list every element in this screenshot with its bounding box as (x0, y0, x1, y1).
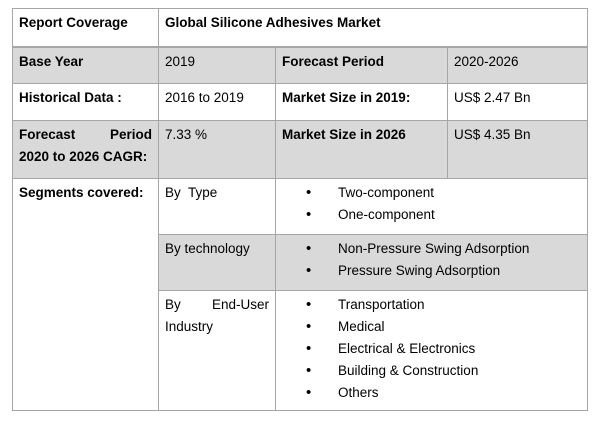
list-item: Two-component (282, 182, 581, 204)
segment-technology-items: Non-Pressure Swing Adsorption Pressure S… (274, 234, 589, 291)
list-item: Electrical & Electronics (282, 338, 581, 360)
segment-by-type: By Type (158, 178, 276, 235)
table-row: By technology Non-Pressure Swing Adsorpt… (13, 234, 589, 291)
list-item: Transportation (282, 294, 581, 316)
historical-data-value: 2016 to 2019 (158, 83, 276, 121)
report-coverage-label: Report Coverage (12, 8, 159, 48)
table-row: Base Year 2019 Forecast Period 2020-2026 (12, 46, 589, 84)
market-size-2019-label: Market Size in 2019: (275, 83, 448, 121)
segment-end-user-items: Transportation Medical Electrical & Elec… (274, 290, 589, 411)
list-item: Medical (282, 316, 581, 338)
list-item: Others (282, 382, 581, 404)
table-row: Forecast Period 2020 to 2026 CAGR: 7.33 %… (12, 120, 589, 179)
by-word: By (165, 297, 181, 312)
forecast-period-label: Forecast Period (275, 46, 448, 84)
table-row: Historical Data : 2016 to 2019 Market Si… (12, 83, 589, 121)
list-item: Non-Pressure Swing Adsorption (282, 238, 581, 260)
list-item: One-component (282, 204, 581, 226)
list-item: Building & Construction (282, 360, 581, 382)
forecast-word: Forecast (19, 127, 76, 142)
cagr-value: 7.33 % (158, 120, 276, 179)
industry-word: Industry (165, 319, 214, 334)
segments-covered-label: Segments covered: (12, 178, 159, 411)
forecast-cagr-label: Forecast Period 2020 to 2026 CAGR: (12, 120, 159, 179)
table-header-row: Report Coverage Global Silicone Adhesive… (12, 8, 589, 48)
cagr-years-label: 2020 to 2026 CAGR: (19, 149, 148, 164)
market-size-2019-value: US$ 2.47 Bn (446, 83, 589, 121)
market-size-2026-value: US$ 4.35 Bn (446, 120, 589, 179)
market-size-2026-label: Market Size in 2026 (275, 120, 448, 179)
historical-data-label: Historical Data : (12, 83, 159, 121)
base-year-label: Base Year (12, 46, 159, 84)
report-coverage-table: Report Coverage Global Silicone Adhesive… (12, 8, 589, 411)
table-row: By End-User Industry Transportation Medic… (13, 290, 589, 411)
base-year-value: 2019 (158, 46, 276, 84)
segment-by-end-user: By End-User Industry (158, 290, 276, 411)
table-row: Segments covered: By Type Two-component … (12, 178, 589, 411)
segment-type-items: Two-component One-component (274, 178, 589, 235)
end-user-word: End-User (211, 297, 269, 312)
market-title: Global Silicone Adhesives Market (157, 8, 589, 48)
segment-by-technology: By technology (158, 234, 276, 291)
period-word: Period (109, 127, 152, 142)
list-item: Pressure Swing Adsorption (282, 260, 581, 282)
forecast-period-value: 2020-2026 (446, 46, 589, 84)
